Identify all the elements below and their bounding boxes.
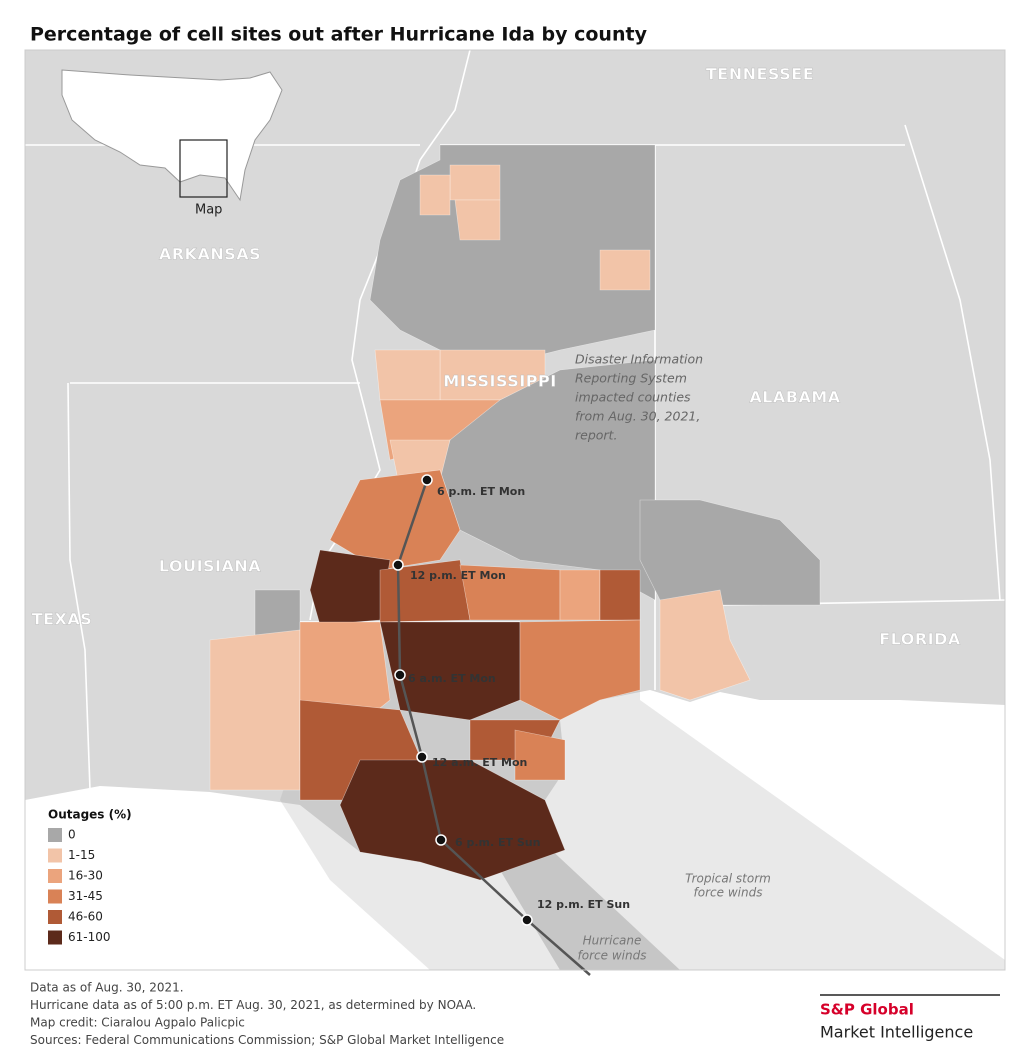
county (449, 164, 501, 201)
track-label: 12 p.m. ET Mon (410, 569, 506, 582)
legend-swatch (48, 848, 62, 863)
wind-label: force winds (694, 886, 763, 900)
state-label: FLORIDA (879, 630, 961, 649)
state-label: ARKANSAS (159, 245, 261, 264)
county (559, 569, 601, 621)
annotation: Reporting System (575, 371, 687, 386)
wind-label: Tropical storm (685, 872, 771, 886)
legend-swatch (48, 910, 62, 924)
legend-label: 31-45 (68, 889, 103, 903)
county (209, 629, 301, 791)
county (309, 549, 391, 626)
footer-note: Hurricane data as of 5:00 p.m. ET Aug. 3… (30, 998, 476, 1012)
legend-swatch (48, 889, 62, 904)
footer-note: Data as of Aug. 30, 2021. (30, 981, 184, 995)
state-label: TEXAS (32, 610, 93, 629)
county (639, 499, 821, 606)
legend-swatch (48, 869, 62, 883)
track-label: 12 p.m. ET Sun (537, 898, 630, 911)
county (514, 729, 566, 781)
annotation: report. (575, 428, 617, 443)
state-label: MISSISSIPPI (443, 372, 556, 391)
map: Map (24, 49, 1006, 976)
track-label: 6 p.m. ET Sun (455, 836, 540, 849)
wind-label: Hurricane (583, 934, 642, 948)
legend-label: 0 (68, 828, 76, 842)
legend-title: Outages (%) (48, 808, 132, 822)
legend-swatch (48, 828, 62, 842)
annotation: impacted counties (575, 390, 691, 405)
county (599, 249, 651, 291)
track-label: 6 p.m. ET Mon (437, 485, 525, 498)
map-frame (24, 49, 1006, 971)
footer-note: Sources: Federal Communications Commissi… (30, 1033, 504, 1047)
annotation: from Aug. 30, 2021, (575, 409, 700, 424)
state-label: ALABAMA (749, 388, 840, 407)
annotation: Disaster Information (575, 352, 703, 367)
inset: Map (61, 69, 283, 218)
logo-sub: Market Intelligence (820, 1023, 973, 1042)
legend-label: 46-60 (68, 910, 103, 924)
track-label: 12 a.m. ET Mon (432, 756, 527, 769)
wind-label: force winds (578, 949, 647, 963)
logo-brand: S&P Global (820, 1001, 914, 1019)
track-label: 6 a.m. ET Mon (408, 672, 496, 685)
legend-swatch (48, 930, 62, 945)
footer-note: Map credit: Ciaralou Agpalo Palicpic (30, 1016, 245, 1030)
legend: Outages (%) 0 1-15 16-30 31-45 46-60 61-100 (48, 808, 132, 945)
state-label: TENNESSEE (706, 65, 814, 84)
county (599, 569, 641, 621)
county (519, 619, 641, 721)
title: Percentage of cell sites out after Hurri… (30, 24, 648, 46)
county (339, 759, 566, 881)
legend-label: 1-15 (68, 848, 95, 862)
county (379, 621, 521, 721)
county (659, 589, 751, 701)
counties (209, 144, 821, 881)
state-label: LOUISIANA (159, 557, 261, 576)
inset-label: Map (195, 203, 222, 218)
legend-label: 16-30 (68, 869, 103, 883)
track-markers (392, 474, 533, 926)
county (454, 199, 501, 241)
county (419, 174, 451, 216)
legend-label: 61-100 (68, 930, 111, 944)
county (374, 349, 441, 401)
county (329, 469, 461, 571)
